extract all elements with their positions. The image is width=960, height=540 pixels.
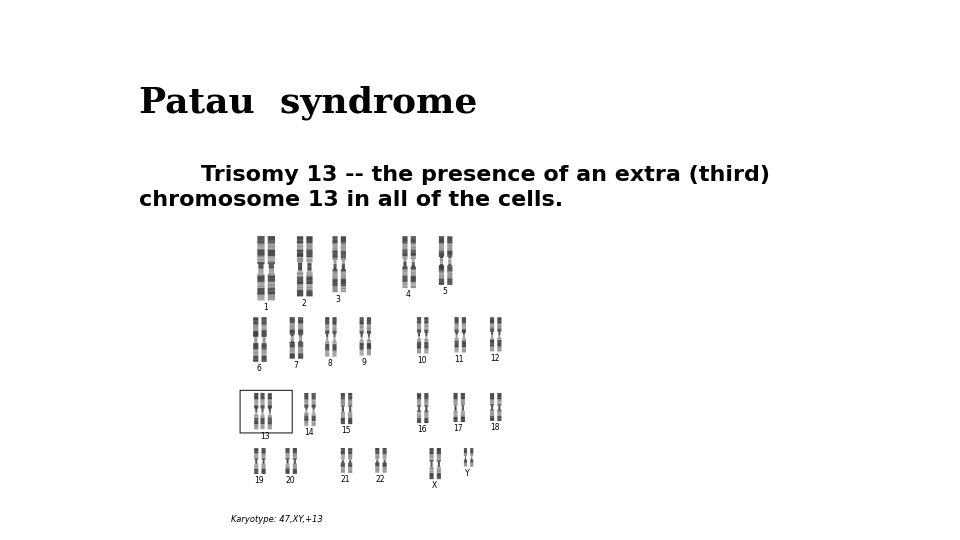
Text: Trisomy 13 -- the presence of an extra (third)
chromosome 13 in all of the cells: Trisomy 13 -- the presence of an extra (… [138, 165, 770, 210]
Text: 5: 5 [443, 287, 447, 296]
Text: 17: 17 [453, 424, 463, 433]
Text: 18: 18 [490, 423, 499, 433]
Text: 21: 21 [341, 475, 350, 484]
Text: 1: 1 [263, 303, 268, 312]
Text: 22: 22 [375, 475, 385, 484]
Text: 6: 6 [256, 364, 261, 373]
Text: 2: 2 [301, 299, 306, 308]
Text: 4: 4 [406, 291, 411, 299]
Text: 20: 20 [285, 476, 295, 485]
Text: 11: 11 [455, 355, 464, 364]
Text: 8: 8 [327, 359, 332, 368]
Text: 12: 12 [490, 354, 499, 363]
Text: Patau  syndrome: Patau syndrome [138, 85, 477, 120]
Text: 16: 16 [417, 426, 426, 434]
Text: 14: 14 [304, 428, 314, 437]
Text: 15: 15 [341, 427, 350, 435]
Text: 7: 7 [293, 361, 298, 370]
Text: 19: 19 [254, 476, 264, 485]
Text: 3: 3 [336, 294, 341, 303]
Text: 13: 13 [260, 431, 270, 441]
Text: X: X [432, 482, 437, 490]
Text: 10: 10 [417, 356, 426, 365]
Text: Karyotype: 47,XY,+13: Karyotype: 47,XY,+13 [230, 515, 323, 524]
Text: 9: 9 [362, 358, 367, 367]
Text: Y: Y [466, 469, 470, 478]
